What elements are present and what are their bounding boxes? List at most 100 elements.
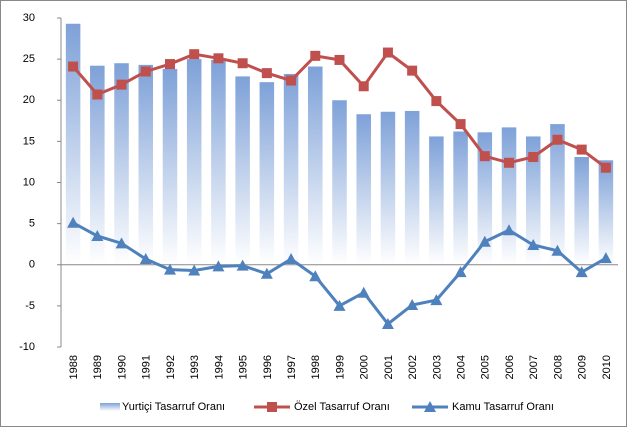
marker xyxy=(286,75,297,86)
marker xyxy=(599,252,612,264)
marker xyxy=(504,157,515,168)
x-tick-label: 1988 xyxy=(68,355,80,379)
marker xyxy=(551,244,564,256)
marker xyxy=(188,264,201,276)
marker xyxy=(430,294,443,306)
marker xyxy=(164,59,175,70)
marker xyxy=(309,270,322,282)
marker xyxy=(68,61,79,72)
marker xyxy=(382,47,393,58)
bar xyxy=(332,100,347,265)
x-tick-label: 1990 xyxy=(116,355,128,379)
x-tick-label: 1991 xyxy=(141,355,153,379)
x-tick-label: 2008 xyxy=(552,355,564,379)
x-tick-label: 1995 xyxy=(238,355,250,379)
marker xyxy=(406,299,419,311)
marker xyxy=(163,263,176,275)
marker xyxy=(552,134,563,145)
legend-marker xyxy=(424,401,436,412)
bar xyxy=(598,160,614,265)
marker xyxy=(115,237,128,249)
y-tick-label: 10 xyxy=(23,176,35,188)
marker xyxy=(116,79,127,90)
y-tick-label: 20 xyxy=(23,94,35,106)
legend-marker xyxy=(267,402,277,412)
marker xyxy=(139,252,152,264)
bar xyxy=(356,114,371,265)
x-tick-label: 2010 xyxy=(601,355,613,379)
x-tick-label: 2002 xyxy=(407,355,419,379)
x-tick-label: 2007 xyxy=(528,355,540,379)
marker xyxy=(407,65,418,76)
marker xyxy=(140,66,151,77)
marker xyxy=(333,299,346,311)
x-tick-label: 1999 xyxy=(334,355,346,379)
marker xyxy=(358,81,369,92)
legend-swatch xyxy=(100,403,120,411)
bar xyxy=(283,73,299,265)
x-tick-label: 1998 xyxy=(310,355,322,379)
marker xyxy=(576,144,587,155)
marker xyxy=(92,89,103,100)
marker xyxy=(454,266,467,278)
marker xyxy=(260,267,273,279)
marker xyxy=(381,317,394,329)
marker xyxy=(527,239,540,251)
marker xyxy=(236,259,249,271)
x-tick-label: 1996 xyxy=(262,355,274,379)
x-tick-label: 1989 xyxy=(92,355,104,379)
y-tick-label: 30 xyxy=(23,12,35,24)
marker xyxy=(528,152,539,163)
marker xyxy=(478,235,491,247)
x-tick-label: 1993 xyxy=(189,355,201,379)
marker xyxy=(455,119,466,130)
y-tick-label: -5 xyxy=(25,300,35,312)
marker xyxy=(431,96,442,107)
marker xyxy=(479,151,490,162)
bar xyxy=(380,111,396,265)
bar xyxy=(114,63,129,265)
bar xyxy=(186,59,202,265)
x-tick-label: 1994 xyxy=(213,355,225,379)
marker xyxy=(91,229,104,241)
marker xyxy=(600,162,611,173)
y-tick-label: 15 xyxy=(23,135,35,147)
y-tick-label: 25 xyxy=(23,53,35,65)
bar xyxy=(525,136,541,265)
legend-label: Özel Tasarruf Oranı xyxy=(294,401,390,413)
bar xyxy=(65,23,81,265)
legend-label: Yurtiçi Tasarruf Oranı xyxy=(122,401,225,413)
marker xyxy=(67,216,80,228)
x-tick-label: 2001 xyxy=(383,355,395,379)
marker xyxy=(575,266,588,278)
marker xyxy=(334,54,345,65)
bar xyxy=(501,127,517,265)
marker xyxy=(213,53,224,64)
x-tick-label: 2000 xyxy=(359,355,371,379)
y-tick-label: 5 xyxy=(29,218,35,230)
y-tick-label: 0 xyxy=(29,259,35,271)
x-tick-label: 2005 xyxy=(480,355,492,379)
marker xyxy=(503,224,516,236)
marker xyxy=(285,252,298,264)
bar xyxy=(259,82,275,265)
bar xyxy=(138,64,154,265)
bar xyxy=(574,157,589,265)
bar xyxy=(308,66,323,265)
marker xyxy=(237,58,248,69)
marker xyxy=(212,260,225,272)
bar xyxy=(404,110,420,265)
x-tick-label: 2009 xyxy=(577,355,589,379)
x-tick-label: 2003 xyxy=(431,355,443,379)
bar xyxy=(235,76,250,265)
x-tick-label: 1997 xyxy=(286,355,298,379)
marker xyxy=(261,68,272,79)
x-tick-label: 1992 xyxy=(165,355,177,379)
y-tick-label: -10 xyxy=(19,341,35,353)
legend-label: Kamu Tasarruf Oranı xyxy=(452,401,554,413)
marker xyxy=(310,50,321,61)
bar xyxy=(550,124,565,265)
x-tick-label: 2006 xyxy=(504,355,516,379)
marker xyxy=(189,49,200,60)
